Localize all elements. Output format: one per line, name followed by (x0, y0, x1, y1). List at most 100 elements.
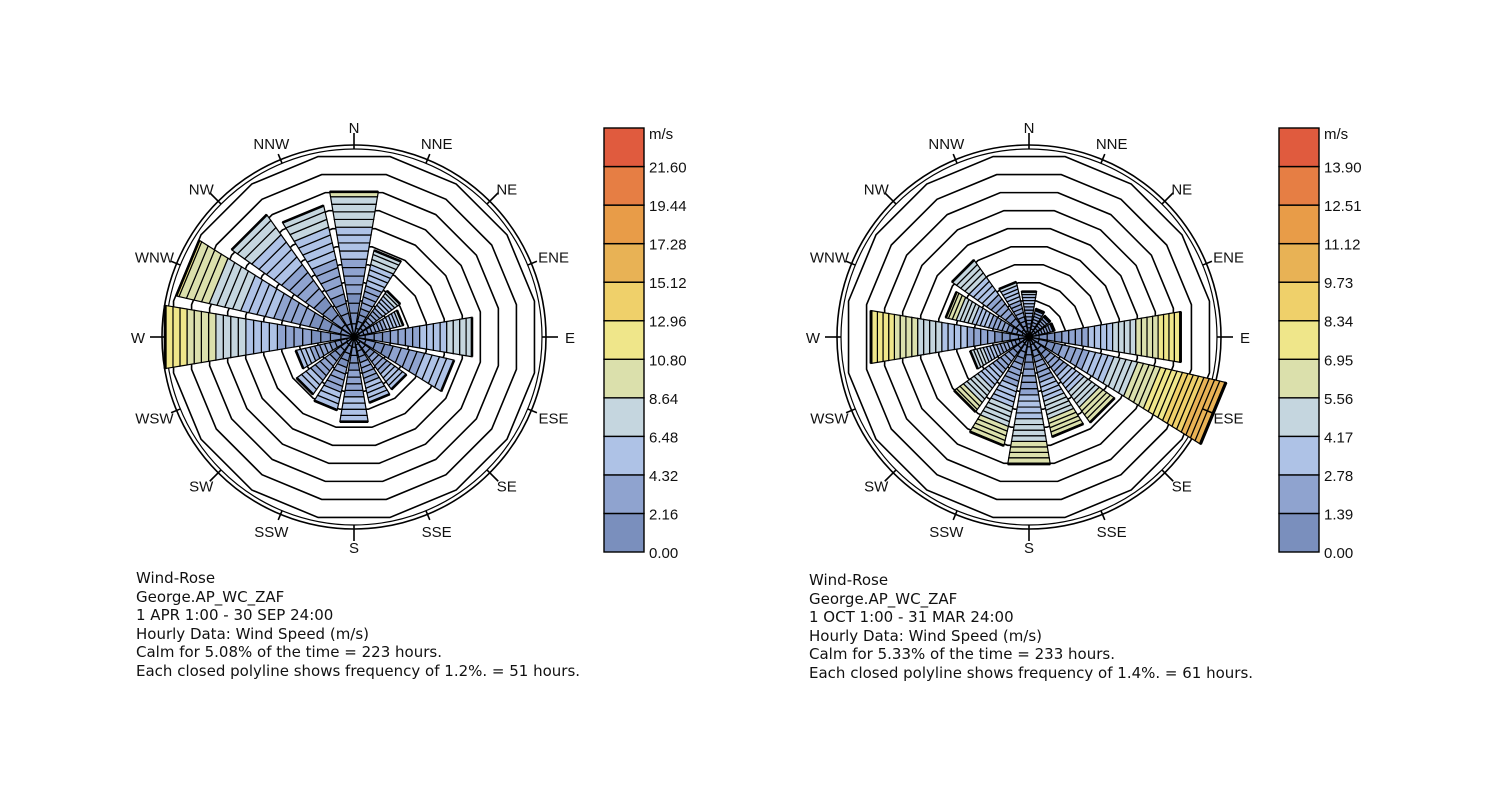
caption-line: Hourly Data: Wind Speed (m/s) (136, 624, 370, 643)
petal-segment (1106, 322, 1114, 352)
petal-segment (1135, 317, 1143, 357)
petal-segment (186, 308, 195, 366)
legend-label: 21.60 (649, 160, 687, 177)
petal-segment (347, 302, 361, 314)
legend-label: 2.78 (1324, 468, 1353, 485)
petal-segment (268, 322, 278, 352)
petal-segment (1024, 354, 1034, 363)
caption-line: Wind-Rose (809, 571, 889, 589)
direction-label: ENE (1213, 250, 1244, 267)
petal-segment (349, 312, 359, 325)
frequency-ring (883, 191, 1175, 483)
petal-segment (165, 304, 174, 370)
petal-segment (329, 332, 342, 342)
petal-segment (953, 323, 962, 351)
petal-segment (346, 293, 362, 304)
petal-segment (1054, 330, 1063, 344)
caption-line: George.AP_WC_ZAF (809, 589, 958, 608)
direction-label: NNW (253, 136, 290, 153)
direction-label: ESE (1214, 410, 1244, 427)
petal-segment (899, 314, 907, 360)
frequency-ring (190, 173, 518, 501)
legend-label: 19.44 (649, 198, 687, 215)
petal-segment (459, 317, 467, 357)
petal-segment (1009, 440, 1049, 448)
legend-label: 12.51 (1324, 198, 1362, 215)
petal-segment (432, 321, 441, 353)
petal-segment (342, 396, 366, 404)
petal-segment (439, 320, 448, 354)
petal-segment (1168, 311, 1175, 363)
petal-segment (293, 326, 304, 348)
petal-tip (294, 349, 305, 370)
petal-segment (276, 323, 287, 351)
petal-segment (960, 324, 968, 350)
petal-segment (1012, 423, 1046, 431)
direction-tick (486, 469, 499, 482)
petal-segment (1157, 313, 1165, 361)
direction-tick (1202, 260, 1213, 266)
petal-segment (332, 211, 376, 221)
direction-tick (884, 192, 897, 205)
direction-label: E (565, 330, 575, 347)
petal-tip (1051, 422, 1084, 439)
direction-label: NW (189, 182, 215, 199)
petal-segment (905, 315, 913, 359)
petal-tip (968, 350, 979, 370)
direction-label: SW (189, 478, 214, 495)
petal-segment (1081, 326, 1089, 348)
legend-swatch (1278, 281, 1320, 322)
petal-segment (252, 319, 262, 355)
petal-segment (381, 330, 392, 344)
direction-label: SSE (1097, 524, 1127, 541)
legend-swatch (603, 281, 645, 322)
direction-label: SE (497, 478, 517, 495)
petal-segment (329, 196, 379, 205)
frequency-ring (172, 155, 536, 519)
petal-segment (333, 218, 375, 228)
legend-label: 13.90 (1324, 160, 1362, 177)
petal-segment (237, 316, 247, 358)
petal-tip (969, 430, 1005, 448)
legend-unit-label: m/s (1324, 126, 1348, 143)
direction-label: N (349, 120, 360, 137)
petal-tip (953, 389, 977, 413)
direction-label: WSW (135, 410, 174, 427)
petal-segment (345, 376, 363, 385)
petal-segment (337, 242, 371, 252)
legend-label: 15.12 (649, 275, 687, 292)
legend-swatch (1278, 165, 1320, 206)
legend-label: 11.12 (1324, 237, 1360, 254)
petal-segment (336, 234, 372, 244)
legend-swatch (1278, 320, 1320, 360)
legend-label: 0.00 (1324, 545, 1353, 562)
wind-rose-chart-apr-sep: N NNE NE ENE E ESE SE SSE S SSW SW WSW W WNW NW NNW 0.00… (131, 120, 687, 562)
petal-tip (998, 280, 1017, 291)
direction-tick (277, 510, 283, 521)
direction-label: NE (1171, 182, 1192, 199)
caption-line: George.AP_WC_ZAF (136, 587, 285, 606)
frequency-ring (919, 227, 1139, 447)
petal-segment (1046, 331, 1056, 343)
petal-segment (200, 310, 210, 364)
direction-label: NNW (928, 136, 965, 153)
petal-segment (1018, 388, 1040, 396)
direction-label: W (131, 330, 146, 347)
petal-segment (207, 311, 217, 363)
direction-tick (952, 153, 958, 164)
legend-swatch (603, 512, 645, 553)
legend-swatch (1278, 474, 1320, 515)
direction-label: NNE (1096, 136, 1128, 153)
petal-segment (1117, 320, 1125, 354)
direction-tick (209, 192, 222, 205)
petal-tip (230, 213, 268, 251)
direction-label: ENE (538, 250, 569, 267)
petal-segment (346, 369, 362, 378)
petal-segment (1068, 328, 1076, 346)
legend-label: 6.95 (1324, 352, 1353, 369)
direction-label: S (1024, 540, 1034, 557)
petal-tip (944, 291, 958, 319)
petal-segment (215, 313, 224, 361)
legend-swatch (603, 165, 645, 206)
petal-segment (230, 315, 239, 359)
